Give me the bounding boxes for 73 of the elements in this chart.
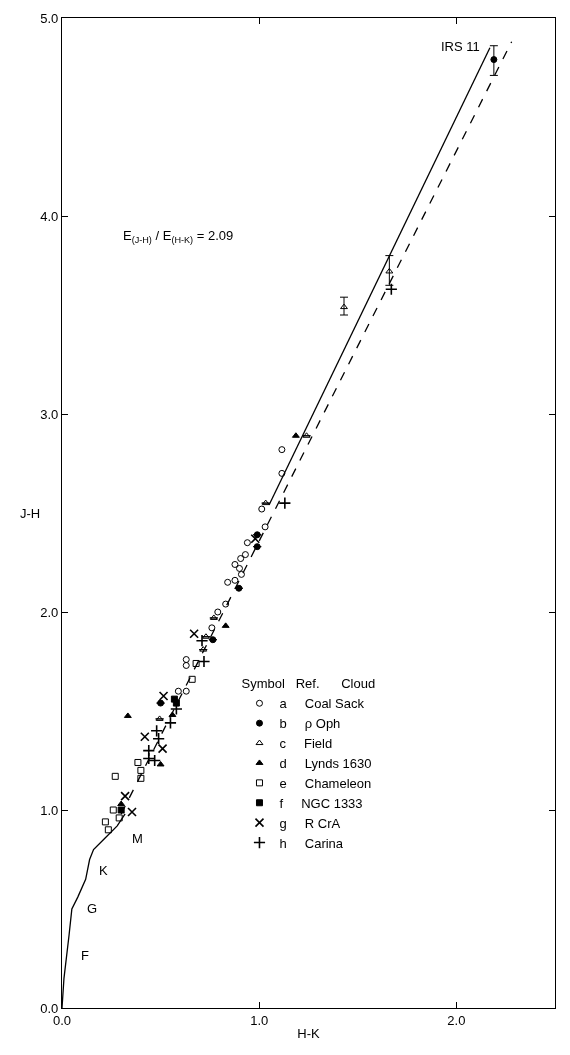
y-tick-label: 3.0 [40, 406, 59, 422]
legend-label: h Carina [279, 835, 344, 851]
annotation: K [99, 863, 108, 878]
legend-label: b ρ Oph [279, 716, 341, 732]
y-tick-label: 2.0 [40, 604, 59, 620]
legend-title: Symbol Ref. Cloud [241, 676, 376, 692]
x-tick-label: 2.0 [447, 1012, 466, 1028]
point [231, 576, 239, 584]
point [137, 774, 145, 782]
legend-label: d Lynds 1630 [279, 756, 372, 772]
point [142, 752, 156, 765]
point [182, 661, 190, 669]
point [241, 551, 249, 559]
point [156, 760, 165, 767]
point [157, 743, 168, 754]
legend-label: g R CrA [279, 815, 341, 831]
annotation: G [87, 901, 98, 916]
point [278, 446, 286, 454]
point [109, 806, 117, 814]
point [115, 814, 123, 822]
point [120, 791, 130, 801]
point [237, 555, 245, 563]
point [384, 282, 398, 296]
annotation: IRS 11 [441, 39, 480, 54]
annotation: M [132, 831, 143, 846]
point [137, 766, 145, 774]
point [490, 56, 498, 64]
annotation: E$_{(J-H)}$ / E$_{(H-K)}$ = 2.09 [123, 228, 234, 245]
point [258, 505, 266, 513]
legend-label: e Chameleon [279, 775, 372, 791]
point [150, 724, 164, 738]
point [148, 754, 162, 767]
annotation: F [81, 948, 89, 963]
point [340, 303, 348, 310]
point [101, 818, 109, 826]
x-tick-label: 1.0 [250, 1012, 269, 1028]
point [385, 267, 394, 274]
point [278, 496, 292, 510]
point [134, 758, 142, 766]
point [188, 675, 196, 683]
point [278, 469, 286, 477]
point [224, 578, 232, 586]
legend-label: c Field [279, 736, 333, 752]
point [192, 659, 200, 667]
y-axis-title: J-H [20, 506, 41, 521]
point [117, 806, 125, 814]
point [261, 523, 269, 531]
point [182, 687, 190, 695]
point [158, 691, 169, 701]
point [243, 539, 251, 547]
point [174, 687, 182, 695]
point [214, 608, 222, 616]
point [250, 533, 261, 544]
point [208, 624, 216, 632]
point [197, 655, 211, 668]
point [111, 772, 119, 780]
point [164, 716, 177, 730]
point [104, 826, 112, 834]
point [237, 570, 245, 578]
point [117, 800, 126, 807]
y-tick-label: 1.0 [40, 802, 59, 818]
point [172, 699, 180, 707]
legend-label: f NGC 1333 [279, 795, 363, 811]
point [231, 560, 239, 568]
x-axis-title: H-K [297, 1026, 321, 1042]
point [182, 656, 190, 664]
point [235, 564, 243, 572]
point [152, 732, 166, 746]
point [222, 600, 230, 608]
y-tick-label: 4.0 [40, 208, 59, 224]
y-tick-label: 5.0 [40, 10, 59, 26]
legend-label: a Coal Sack [279, 696, 365, 712]
point [140, 731, 150, 742]
